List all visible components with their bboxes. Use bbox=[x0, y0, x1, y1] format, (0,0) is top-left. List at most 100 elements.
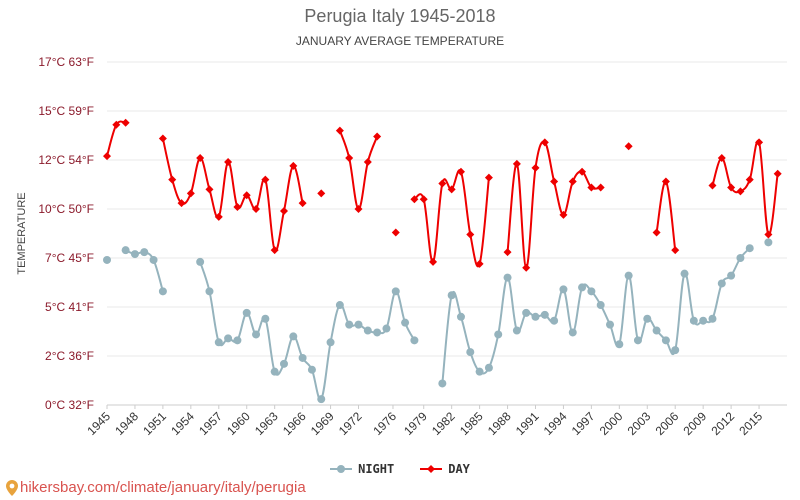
x-tick-label: 1985 bbox=[457, 409, 486, 438]
data-point-day bbox=[727, 183, 736, 192]
legend-item-day[interactable]: DAY bbox=[420, 462, 470, 476]
series-line-night bbox=[441, 247, 751, 384]
x-tick-label: 1991 bbox=[513, 409, 542, 438]
data-point-night bbox=[335, 301, 344, 310]
series-line-day bbox=[506, 140, 601, 269]
data-point-night bbox=[633, 336, 642, 345]
data-point-night bbox=[578, 283, 587, 292]
data-point-night bbox=[326, 338, 335, 347]
data-point-night bbox=[699, 316, 708, 325]
legend-day-marker bbox=[420, 465, 443, 473]
series-line-day bbox=[161, 138, 304, 252]
data-point-day bbox=[112, 120, 121, 129]
data-point-night bbox=[522, 308, 531, 317]
data-point-night bbox=[270, 367, 279, 376]
data-point-night bbox=[643, 314, 652, 323]
data-point-day bbox=[475, 259, 484, 268]
data-point-day bbox=[708, 181, 717, 190]
data-point-night bbox=[410, 336, 419, 345]
x-tick-label: 2000 bbox=[597, 409, 626, 438]
data-point-day bbox=[177, 199, 186, 208]
data-point-day bbox=[242, 191, 251, 200]
data-point-day bbox=[717, 154, 726, 163]
data-point-night bbox=[456, 312, 465, 321]
data-point-night bbox=[391, 287, 400, 296]
data-point-day bbox=[512, 159, 521, 168]
data-point-day bbox=[661, 177, 670, 186]
data-point-night bbox=[447, 291, 456, 300]
data-point-night bbox=[475, 367, 484, 376]
data-point-day bbox=[121, 118, 130, 127]
data-point-night bbox=[130, 250, 139, 259]
data-point-day bbox=[270, 246, 279, 255]
data-point-night bbox=[149, 255, 158, 264]
x-tick-label: 2003 bbox=[625, 409, 654, 438]
data-point-day bbox=[484, 173, 493, 182]
data-point-day bbox=[168, 175, 177, 184]
map-pin-icon bbox=[6, 479, 18, 496]
chart-title: Perugia Italy 1945-2018 bbox=[304, 6, 496, 26]
data-point-day bbox=[755, 138, 764, 147]
watermark[interactable]: hikersbay.com/climate/january/italy/peru… bbox=[6, 479, 306, 496]
x-tick-label: 1994 bbox=[541, 409, 570, 438]
data-point-day bbox=[559, 210, 568, 219]
data-point-night bbox=[568, 328, 577, 337]
data-point-day bbox=[764, 230, 773, 239]
data-point-day bbox=[205, 185, 214, 194]
data-point-day bbox=[186, 189, 195, 198]
data-point-night bbox=[317, 395, 326, 404]
data-point-day bbox=[447, 185, 456, 194]
data-point-night bbox=[233, 336, 242, 345]
y-tick-label: 2°C 36°F bbox=[45, 349, 94, 363]
data-point-day bbox=[261, 175, 270, 184]
y-tick-label: 15°C 59°F bbox=[38, 104, 94, 118]
data-point-night bbox=[550, 316, 559, 325]
data-point-night bbox=[205, 287, 214, 296]
data-point-day bbox=[456, 167, 465, 176]
x-tick-label: 1988 bbox=[485, 409, 514, 438]
data-point-day bbox=[438, 179, 447, 188]
data-point-night bbox=[121, 246, 130, 255]
data-point-day bbox=[652, 228, 661, 237]
x-tick-label: 1951 bbox=[140, 409, 169, 438]
data-point-night bbox=[484, 363, 493, 372]
data-point-night bbox=[252, 330, 261, 339]
x-tick-label: 1972 bbox=[336, 409, 365, 438]
data-point-day bbox=[587, 183, 596, 192]
data-point-night bbox=[708, 314, 717, 323]
data-point-day bbox=[363, 157, 372, 166]
x-tick-label: 1945 bbox=[84, 409, 113, 438]
data-point-night bbox=[531, 312, 540, 321]
data-point-night bbox=[745, 244, 754, 253]
data-point-night bbox=[363, 326, 372, 335]
data-point-day bbox=[373, 132, 382, 141]
x-tick-label: 1969 bbox=[308, 409, 337, 438]
chart-legend: NIGHT DAY bbox=[0, 462, 800, 476]
x-tick-label: 2012 bbox=[708, 409, 737, 438]
data-point-day bbox=[354, 205, 363, 213]
data-point-day bbox=[158, 134, 167, 143]
data-point-night bbox=[503, 273, 512, 282]
x-tick-label: 1997 bbox=[569, 409, 598, 438]
x-tick-label: 1957 bbox=[196, 409, 225, 438]
data-point-day bbox=[233, 203, 242, 212]
data-point-day bbox=[419, 195, 428, 204]
data-point-day bbox=[568, 177, 577, 186]
y-tick-label: 17°C 63°F bbox=[38, 55, 94, 69]
data-point-day bbox=[624, 142, 633, 151]
data-point-night bbox=[382, 324, 391, 333]
data-point-night bbox=[596, 301, 605, 310]
data-point-night bbox=[764, 238, 773, 247]
data-point-day bbox=[298, 199, 307, 208]
legend-item-night[interactable]: NIGHT bbox=[330, 462, 394, 476]
x-tick-label: 1954 bbox=[168, 409, 197, 438]
series-line-day bbox=[338, 130, 379, 211]
chart-subtitle: JANUARY AVERAGE TEMPERATURE bbox=[295, 34, 505, 48]
data-point-day bbox=[522, 263, 531, 272]
data-point-night bbox=[736, 254, 745, 262]
data-point-day bbox=[214, 212, 223, 221]
data-point-day bbox=[736, 187, 745, 196]
data-point-night bbox=[494, 330, 503, 339]
data-point-night bbox=[373, 328, 382, 337]
data-point-night bbox=[140, 248, 149, 257]
